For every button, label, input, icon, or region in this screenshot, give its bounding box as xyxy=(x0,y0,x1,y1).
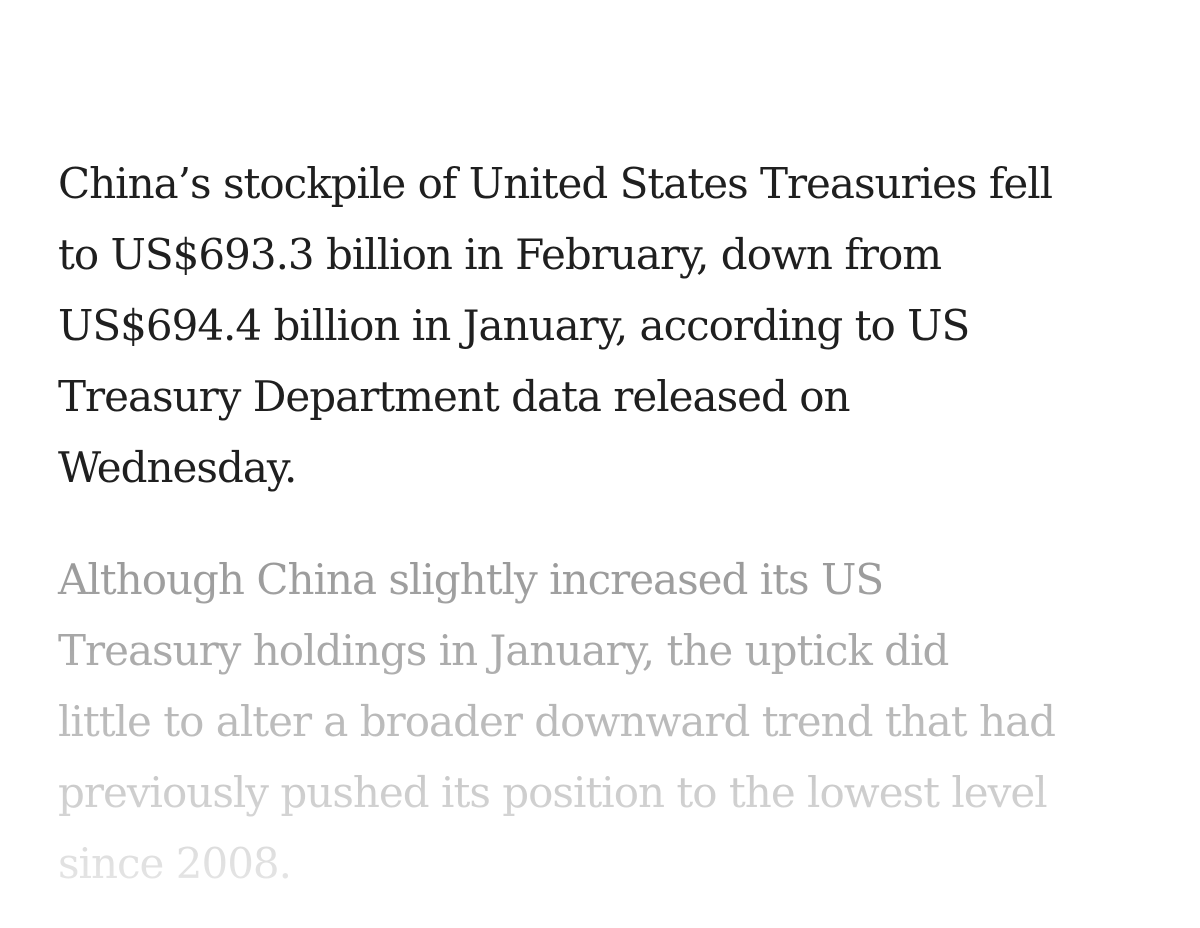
paragraph-line: China’s stockpile of United States Treas… xyxy=(58,159,1053,208)
paragraph-line: little to alter a broader downward trend… xyxy=(58,697,1056,746)
paragraph-1: China’s stockpile of United States Treas… xyxy=(58,148,1168,503)
paragraph-spacer xyxy=(58,503,1168,544)
paragraph-line: Treasury Department data released on xyxy=(58,372,851,421)
paragraph-line: Wednesday. xyxy=(58,443,297,492)
paragraph-line: since 2008. xyxy=(58,839,292,888)
paragraph-2: Although China slightly increased its US… xyxy=(58,544,1168,899)
paragraph-line: Treasury holdings in January, the uptick… xyxy=(58,626,949,675)
paragraph-line: US$694.4 billion in January, according t… xyxy=(58,301,970,350)
paragraph-line: Although China slightly increased its US xyxy=(58,555,884,604)
paragraph-line: to US$693.3 billion in February, down fr… xyxy=(58,230,942,279)
paragraph-line: previously pushed its position to the lo… xyxy=(58,768,1048,817)
article-body: China’s stockpile of United States Treas… xyxy=(58,148,1168,899)
